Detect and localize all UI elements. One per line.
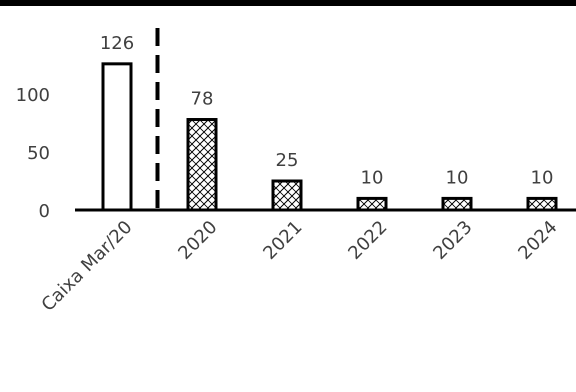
y-axis-tick-labels: 0 50 100 xyxy=(16,85,50,222)
y-tick-label: 100 xyxy=(16,85,50,106)
x-tick-label: 2024 xyxy=(514,217,561,264)
bar-caixa-mar-20 xyxy=(101,62,133,212)
x-tick-label: 2020 xyxy=(174,217,221,264)
y-tick-label: 50 xyxy=(27,143,50,164)
value-label: 126 xyxy=(100,33,134,54)
x-axis-tick-labels: Caixa Mar/20 2020 2021 2022 2023 2024 xyxy=(38,217,562,316)
y-tick-label: 0 xyxy=(39,201,50,222)
bars-layer xyxy=(101,62,558,212)
x-tick-label: 2022 xyxy=(344,217,391,264)
value-label: 78 xyxy=(191,89,214,110)
x-tick-label: 2021 xyxy=(259,217,306,264)
top-rule xyxy=(0,0,576,6)
value-label: 10 xyxy=(361,167,384,188)
x-tick-label: 2023 xyxy=(429,217,476,264)
x-tick-label: Caixa Mar/20 xyxy=(38,217,137,316)
bar-2020 xyxy=(186,118,218,212)
bar-2022 xyxy=(356,196,388,212)
bar-2024 xyxy=(526,196,558,212)
value-label: 10 xyxy=(531,167,554,188)
bar-2023 xyxy=(441,196,473,212)
value-label: 25 xyxy=(276,150,299,171)
value-labels-layer: 126 78 25 10 10 10 xyxy=(100,33,554,189)
value-label: 10 xyxy=(446,167,469,188)
bar-2021 xyxy=(271,179,303,212)
